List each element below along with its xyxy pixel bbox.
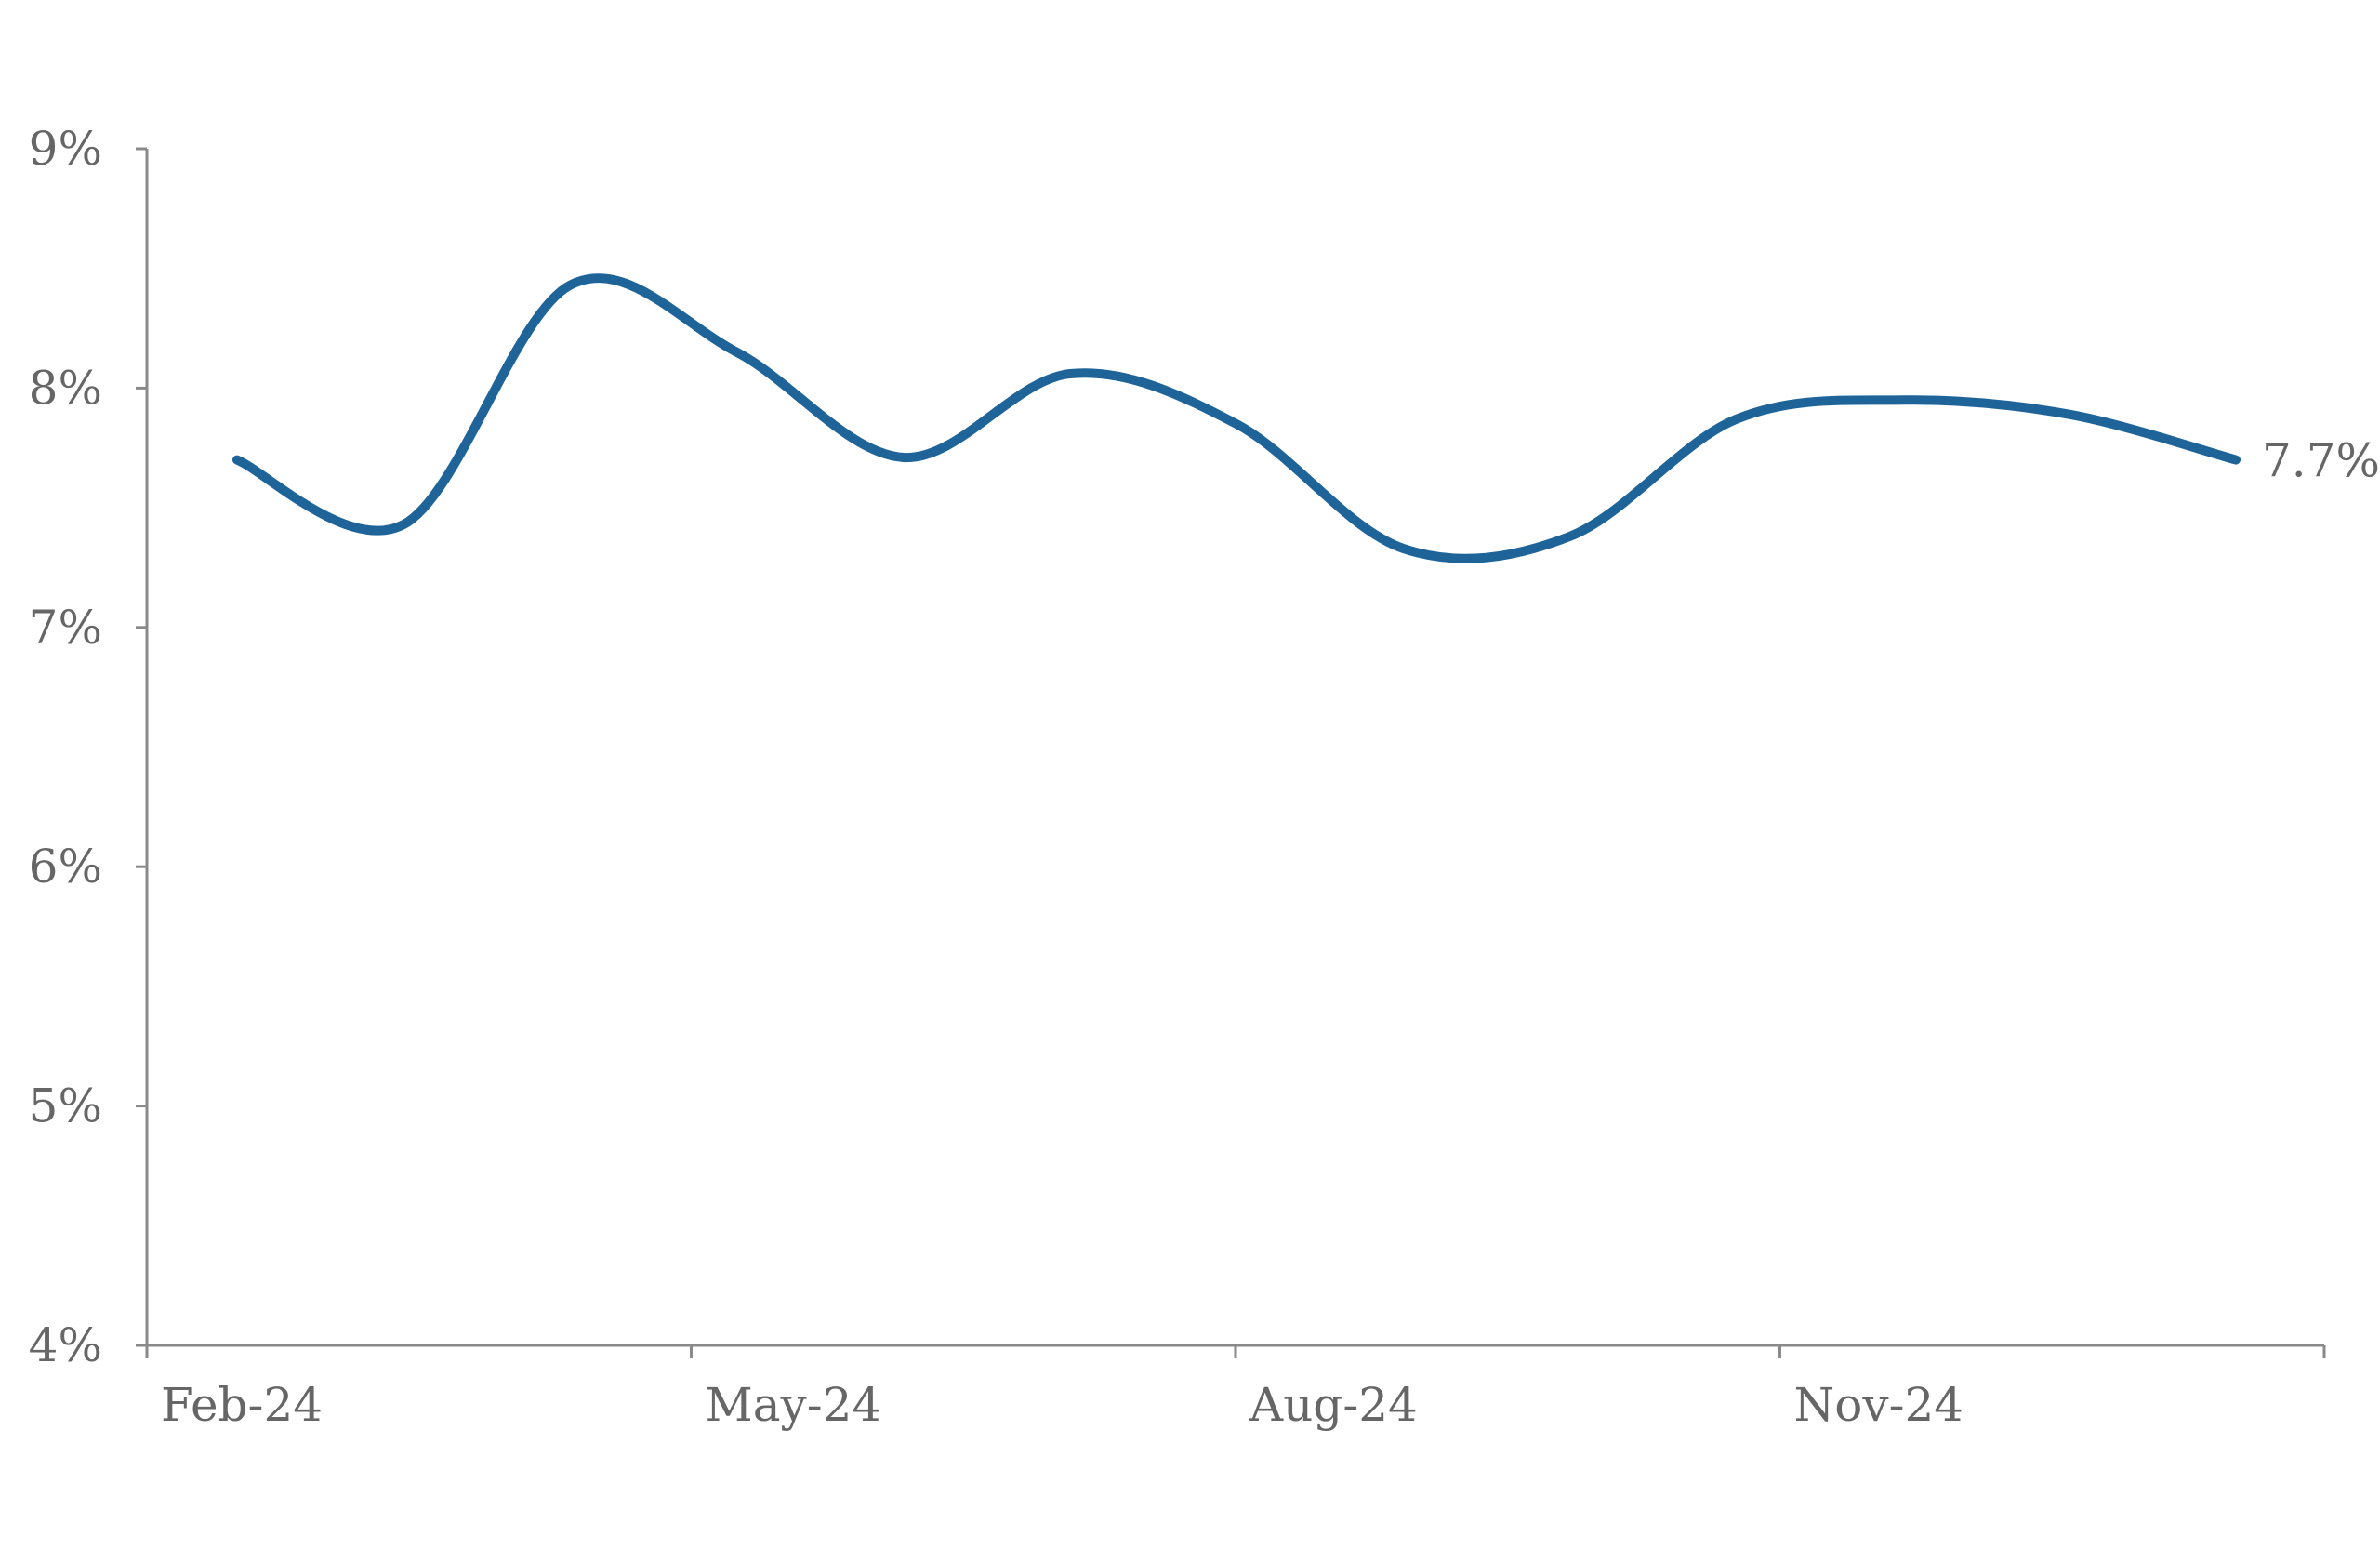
x-tick-label: Nov-24 (1794, 1378, 1964, 1432)
x-axis-ticks: Feb-24 May-24 Aug-24 Nov-24 (145, 1345, 2326, 1432)
end-value-label: 7.7% (2262, 434, 2380, 488)
y-tick-label: 8% (29, 361, 102, 415)
y-tick-label: 5% (29, 1079, 102, 1133)
x-tick-label: Feb-24 (161, 1378, 323, 1432)
y-tick-label: 7% (29, 601, 102, 655)
series-line (232, 273, 2241, 563)
y-axis-ticks: 4% 5% 6% 7% 8% 9% (29, 122, 147, 1372)
axes (145, 149, 2324, 1347)
y-tick-label: 9% (29, 122, 102, 176)
x-tick-label: Aug-24 (1249, 1378, 1418, 1432)
y-tick-label: 6% (29, 840, 102, 894)
x-tick-label: May-24 (706, 1378, 882, 1432)
y-tick-label: 4% (29, 1318, 102, 1372)
